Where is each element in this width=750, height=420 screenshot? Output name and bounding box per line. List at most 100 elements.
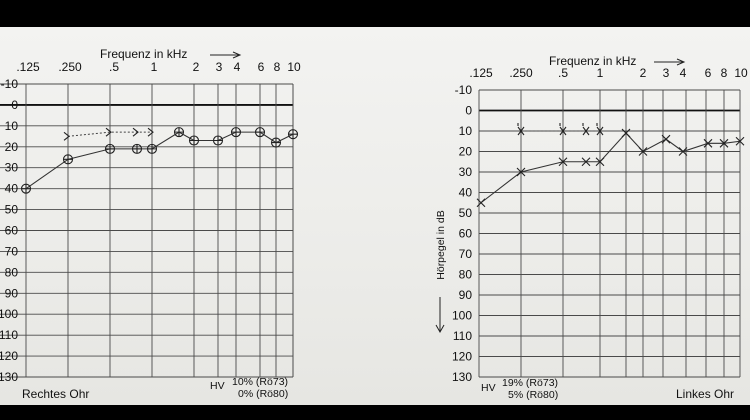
x-tick-label: 2 bbox=[193, 60, 200, 74]
arrow-head bbox=[676, 58, 686, 66]
x-tick-label: .250 bbox=[509, 66, 533, 80]
bone-marker bbox=[582, 123, 590, 136]
x-tick-label: .125 bbox=[16, 60, 40, 74]
y-tick-label: 20 bbox=[459, 145, 473, 159]
x-tick-label: .5 bbox=[109, 60, 119, 74]
y-tick-label: 120 bbox=[452, 350, 472, 364]
left-down-arrow-icon bbox=[435, 297, 445, 334]
air-marker-cross bbox=[255, 127, 265, 137]
y-tick-label: 0 bbox=[465, 104, 472, 118]
left-series bbox=[476, 123, 745, 208]
y-tick-label: 80 bbox=[5, 265, 19, 279]
left-hv-line1: 19% (Rö73) bbox=[502, 377, 558, 389]
y-tick-label: 60 bbox=[459, 227, 473, 241]
right-hv-line2: 0% (Rö80) bbox=[238, 388, 288, 400]
y-tick-label: 40 bbox=[5, 182, 19, 196]
x-tick-label: .125 bbox=[469, 66, 493, 80]
y-tick-label: 100 bbox=[452, 309, 472, 323]
right-x-tick-labels: .125 .250 .5 1 2 3 4 6 8 10 bbox=[16, 60, 301, 74]
y-tick-label: 50 bbox=[5, 203, 19, 217]
x-tick-label: 2 bbox=[640, 66, 647, 80]
y-tick-label: 110 bbox=[0, 328, 18, 342]
left-x-axis-label: Frequenz in kHz bbox=[549, 54, 636, 68]
y-tick-label: 70 bbox=[5, 244, 19, 258]
y-tick-label: 90 bbox=[5, 286, 19, 300]
bone-conduction-line bbox=[67, 131, 152, 137]
y-tick-label: 70 bbox=[459, 247, 473, 261]
left-hv-line2: 5% (Rö80) bbox=[508, 389, 558, 401]
bone-marker bbox=[147, 127, 154, 137]
bone-marker bbox=[559, 123, 567, 136]
x-tick-label: 6 bbox=[258, 60, 265, 74]
y-tick-label: 130 bbox=[452, 370, 472, 384]
air-marker-cross bbox=[516, 167, 526, 177]
left-x-tick-labels: .125 .250 .5 1 2 3 4 6 8 10 bbox=[469, 66, 748, 80]
x-tick-label: 4 bbox=[234, 60, 241, 74]
x-tick-label: 8 bbox=[274, 60, 281, 74]
y-tick-label: 60 bbox=[5, 224, 19, 238]
air-marker-cross bbox=[288, 129, 298, 139]
x-tick-label: 10 bbox=[287, 60, 301, 74]
y-tick-label: 30 bbox=[5, 161, 19, 175]
y-tick-label: -10 bbox=[1, 77, 19, 91]
right-x-axis-label: Frequenz in kHz bbox=[100, 47, 187, 61]
y-tick-label: 10 bbox=[459, 124, 473, 138]
bone-marker bbox=[105, 127, 112, 137]
air-marker-cross bbox=[105, 144, 115, 154]
air-marker-cross bbox=[703, 138, 713, 148]
arrow-head bbox=[232, 51, 242, 59]
y-tick-label: 10 bbox=[5, 119, 19, 133]
right-series bbox=[20, 127, 299, 194]
x-tick-label: 6 bbox=[705, 66, 712, 80]
air-conduction-line bbox=[25, 131, 294, 190]
x-tick-label: .5 bbox=[558, 66, 568, 80]
bone-marker bbox=[517, 123, 525, 136]
air-marker-cross bbox=[678, 147, 688, 156]
air-marker-cross bbox=[595, 157, 605, 167]
bone-marker bbox=[63, 131, 70, 141]
y-tick-label: 0 bbox=[11, 98, 18, 112]
x-tick-label: 1 bbox=[597, 66, 604, 80]
y-tick-label: 100 bbox=[0, 307, 18, 321]
air-marker-cross bbox=[213, 136, 223, 146]
x-tick-label: 3 bbox=[663, 66, 670, 80]
left-grid bbox=[478, 89, 741, 378]
air-marker-cross bbox=[621, 128, 631, 138]
air-marker-cross bbox=[581, 157, 591, 167]
y-tick-label: 50 bbox=[459, 206, 473, 220]
right-hv-label: HV bbox=[210, 380, 225, 392]
air-conduction-line bbox=[480, 132, 741, 204]
right-hv-line1: 10% (Rö73) bbox=[232, 376, 288, 388]
x-tick-label: 4 bbox=[680, 66, 687, 80]
x-tick-label: 8 bbox=[721, 66, 728, 80]
right-frequency-arrow-icon bbox=[210, 51, 242, 59]
y-tick-label: 130 bbox=[0, 370, 18, 384]
audiogram-sheet: .125.250.5 1 2 3 4 6 8 10 -10 0 10 20 30 40 50 60 70 80 9… bbox=[0, 27, 750, 405]
left-frequency-arrow-icon bbox=[654, 58, 686, 66]
y-tick-label: 80 bbox=[459, 268, 473, 282]
air-marker-cross bbox=[271, 138, 281, 148]
x-tick-label: 1 bbox=[151, 60, 158, 74]
air-marker-cross bbox=[735, 136, 745, 146]
left-hv-label: HV bbox=[481, 382, 496, 394]
x-tick-label: 10 bbox=[734, 66, 748, 80]
arrow-head bbox=[435, 324, 445, 334]
air-marker-cross bbox=[231, 127, 241, 137]
y-tick-label: 40 bbox=[459, 186, 473, 200]
bone-marker bbox=[596, 123, 604, 136]
y-tick-label: 30 bbox=[459, 165, 473, 179]
air-marker-cross bbox=[132, 144, 142, 154]
air-marker-cross bbox=[638, 147, 648, 156]
air-marker-cross bbox=[174, 127, 184, 137]
left-y-tick-labels: -10 0 10 20 30 40 50 60 70 80 90 100 110 120 130 bbox=[452, 83, 472, 384]
right-y-tick-labels: -10 0 10 20 30 40 50 60 70 80 90 100 110 120 130 bbox=[0, 77, 18, 384]
air-marker-cross bbox=[661, 134, 671, 144]
left-ear-chart: .125 .250 .5 1 2 3 4 6 8 10 -10 0 10 20 30 40 50 60 70 80 9… bbox=[435, 54, 748, 401]
audiogram-charts: .125.250.5 1 2 3 4 6 8 10 -10010203040506070809… bbox=[0, 47, 748, 401]
bone-marker bbox=[132, 127, 139, 137]
y-tick-label: 120 bbox=[0, 349, 18, 363]
air-marker-cross bbox=[63, 154, 73, 164]
left-chart-title: Linkes Ohr bbox=[676, 387, 734, 401]
air-marker-cross bbox=[719, 138, 729, 148]
right-ear-chart: .125 .250 .5 1 2 3 4 6 8 10 -10 0 10 20 30 40 50 60 70 80 9… bbox=[0, 47, 301, 401]
